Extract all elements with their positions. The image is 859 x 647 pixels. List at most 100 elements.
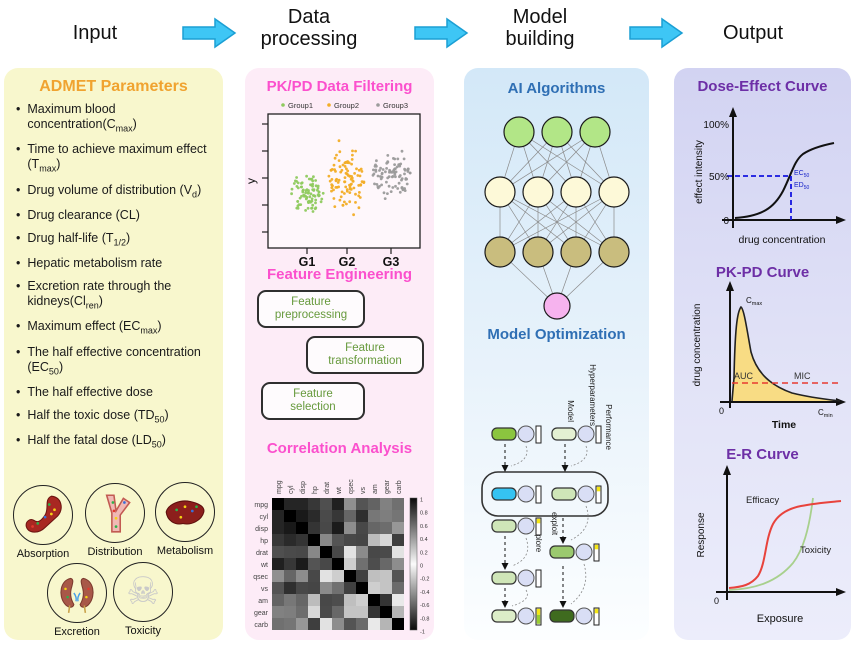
svg-text:carb: carb <box>254 622 268 629</box>
svg-text:Exposure: Exposure <box>757 613 803 625</box>
svg-text:qsec: qsec <box>253 574 268 581</box>
admet-bullet: • Excretion rate through the kidneys(Clre… <box>16 279 172 311</box>
svg-text:50%: 50% <box>709 172 729 183</box>
svg-text:vs: vs <box>261 586 269 593</box>
svg-text:hp: hp <box>312 486 319 494</box>
admet-bullet: • The half effective dose <box>16 385 153 400</box>
step-title-output: Output <box>722 22 784 44</box>
model-optimization-title: Model Optimization <box>487 326 626 343</box>
svg-text:Hyperparameters: Hyperparameters <box>588 364 597 426</box>
dose-effect-chart: 100% 50% 0 EC50 ED50 effect intensity dr… <box>694 107 846 246</box>
admet-bullet: • Half the toxic dose (TD50) <box>16 408 169 425</box>
svg-text:wt: wt <box>260 562 268 569</box>
admet-bullet: • Drug clearance (CL) <box>16 207 140 222</box>
dose-effect-title: Dose-Effect Curve <box>697 78 828 95</box>
svg-text:mpg: mpg <box>254 502 268 509</box>
svg-text:am: am <box>258 598 268 605</box>
svg-text:disp: disp <box>300 481 307 494</box>
model-optimization-diagram: Model Hyperparameters Performance explor… <box>481 364 613 626</box>
excretion-kidneys-icon <box>47 563 107 623</box>
admet-bullet: • Drug half-life (T1/2) <box>16 230 131 248</box>
feature-engineering-title: Feature Engineering <box>266 266 413 283</box>
feature-selection-box: Feature selection <box>261 382 365 420</box>
svg-text:drat: drat <box>256 550 268 557</box>
svg-text:am: am <box>372 484 379 494</box>
output-panel <box>674 68 851 640</box>
admet-bullet: • The half effective concentration (EC50) <box>16 344 201 377</box>
admet-bullet: • Drug volume of distribution (Vd) <box>16 182 202 200</box>
toxicity-skull-icon: ☠ <box>113 562 173 622</box>
admet-bullet: • Maximum effect (ECmax) <box>16 319 162 336</box>
svg-text:gear: gear <box>384 479 391 494</box>
neural-network <box>484 116 630 320</box>
svg-text:disp: disp <box>255 526 268 533</box>
admet-bullet: • Hepatic metabolism rate <box>16 256 163 271</box>
organ-label-toxicity: Toxicity <box>124 625 162 637</box>
svg-text:Efficacy: Efficacy <box>746 495 779 506</box>
absorption-stomach-icon <box>13 485 73 545</box>
svg-text:exploit: exploit <box>550 512 559 536</box>
svg-text:0: 0 <box>719 406 724 416</box>
step-title-data-processing: Data processing <box>260 6 358 50</box>
admet-parameter-list: • Maximum blood concentration(Cmax) • Time … <box>16 102 215 459</box>
svg-text:carb: carb <box>396 480 403 494</box>
ai-algorithms-title: AI Algorithms <box>507 80 606 97</box>
svg-text:Group1: Group1 <box>288 101 313 110</box>
pkpd-filtering-title: PK/PD Data Filtering <box>266 78 413 95</box>
er-chart: Efficacy Toxicity 0 Response Exposure <box>696 465 846 625</box>
step-title-model-building: Model building <box>505 6 575 50</box>
correlation-analysis-title: Correlation Analysis <box>266 440 413 457</box>
svg-text:0.4: 0.4 <box>420 537 428 543</box>
svg-text:-1: -1 <box>420 630 425 636</box>
svg-text:ED50: ED50 <box>794 182 810 191</box>
admet-title: ADMET Parameters <box>39 78 188 95</box>
svg-text:effect intensity: effect intensity <box>694 140 705 204</box>
svg-text:0.8: 0.8 <box>420 511 428 517</box>
svg-text:cyl: cyl <box>259 514 268 521</box>
organ-label-excretion: Excretion <box>54 626 100 638</box>
svg-text:Toxicity: Toxicity <box>800 545 831 556</box>
svg-text:hp: hp <box>260 538 268 545</box>
svg-text:EC50: EC50 <box>794 170 810 179</box>
svg-text:Cmax: Cmax <box>746 296 762 307</box>
svg-text:-0.8: -0.8 <box>420 616 429 622</box>
svg-text:Time: Time <box>772 419 796 431</box>
distribution-vessel-icon <box>85 483 145 543</box>
svg-text:0.2: 0.2 <box>420 550 428 556</box>
svg-text:100%: 100% <box>703 120 729 131</box>
svg-text:gear: gear <box>254 610 269 617</box>
svg-text:G2: G2 <box>339 255 356 269</box>
svg-text:drat: drat <box>324 482 331 494</box>
svg-text:AUC: AUC <box>734 371 754 381</box>
organ-label-absorption: Absorption <box>16 548 70 560</box>
svg-text:G3: G3 <box>383 255 400 269</box>
feature-preprocessing-box: Feature preprocessing <box>257 290 365 328</box>
organ-label-distribution: Distribution <box>87 546 143 558</box>
admet-bullet: • Half the fatal dose (LD50) <box>16 433 166 450</box>
svg-text:-0.2: -0.2 <box>420 577 429 583</box>
svg-text:-0.4: -0.4 <box>420 590 429 596</box>
svg-text:0: 0 <box>714 596 719 606</box>
beeswarm-chart: Group1 Group2 Group3 y G1 G2 G3 <box>244 101 421 269</box>
svg-text:0.6: 0.6 <box>420 524 428 530</box>
svg-text:cyl: cyl <box>288 485 295 494</box>
svg-text:-0.6: -0.6 <box>420 603 429 609</box>
svg-text:drug concentration: drug concentration <box>739 234 826 246</box>
correlation-heatmap: mpgmpgcylcyldispdisphphpdratdratwtwtqsec… <box>253 479 429 636</box>
admet-bullet: • Time to achieve maximum effect (Tmax) <box>16 142 207 174</box>
step-title-input: Input <box>72 22 118 44</box>
svg-text:Performance: Performance <box>604 404 613 450</box>
metabolism-liver-icon <box>155 482 215 542</box>
svg-text:drug concentration: drug concentration <box>692 304 703 387</box>
skull-glyph: ☠ <box>125 571 161 613</box>
svg-text:wt: wt <box>336 487 343 495</box>
svg-text:1: 1 <box>420 498 423 504</box>
svg-text:mpg: mpg <box>276 480 283 494</box>
svg-text:y: y <box>244 178 258 184</box>
svg-text:Group3: Group3 <box>383 101 408 110</box>
feature-transformation-box: Feature transformation <box>306 336 424 374</box>
svg-text:Model: Model <box>566 400 575 422</box>
flow-arrow-icon <box>182 17 684 49</box>
